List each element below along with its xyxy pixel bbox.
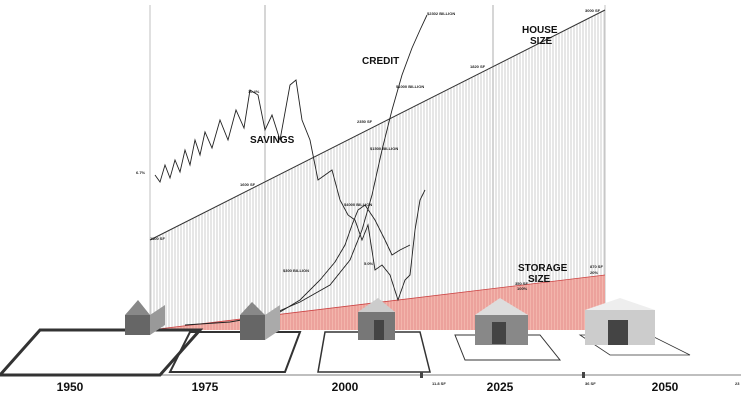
savings-heading: SAVINGS [250, 135, 295, 146]
annotation: 11.8 SF [432, 381, 446, 386]
year-label: 2050 [652, 380, 679, 394]
year-label: 1950 [57, 380, 84, 394]
houses [125, 298, 655, 378]
year-label: 2025 [487, 380, 514, 394]
annotation: 10.4% [248, 89, 260, 94]
annotation: 2350 SF [357, 119, 373, 124]
storage-heading: SIZE [528, 274, 551, 285]
annotation: 350 SF [515, 281, 528, 286]
annotation: 3000 SF [585, 8, 601, 13]
annotation: $1000 BILLION [396, 84, 424, 89]
savings-line [154, 79, 426, 302]
storage-heading: STORAGE [518, 263, 568, 274]
house-line [149, 9, 606, 241]
annotation: $1500 BILLION [370, 146, 398, 151]
annotation: 5.0% [364, 261, 374, 266]
annotation: 20% [590, 270, 598, 275]
annotation: 6.7% [136, 170, 146, 175]
annotation: 100% [517, 286, 528, 291]
annotation: 1820 SF [470, 64, 486, 69]
debt-line [269, 204, 411, 319]
annotation: 23 [735, 381, 740, 386]
annotation: 1100 SF [150, 236, 165, 241]
annotation: $300 BILLION [283, 268, 309, 273]
year-label: 2000 [332, 380, 359, 394]
annotation: 870 SF [590, 264, 603, 269]
annotation: 36 SF [585, 381, 596, 386]
house-heading: HOUSE [522, 25, 558, 36]
annotation: $2302 BILLION [427, 11, 455, 16]
credit-heading: CREDIT [362, 56, 399, 67]
annotation: 1600 SF [240, 182, 256, 187]
house-heading: SIZE [530, 36, 553, 47]
annotation: $4000 BILLION [344, 202, 372, 207]
year-label: 1975 [192, 380, 219, 394]
